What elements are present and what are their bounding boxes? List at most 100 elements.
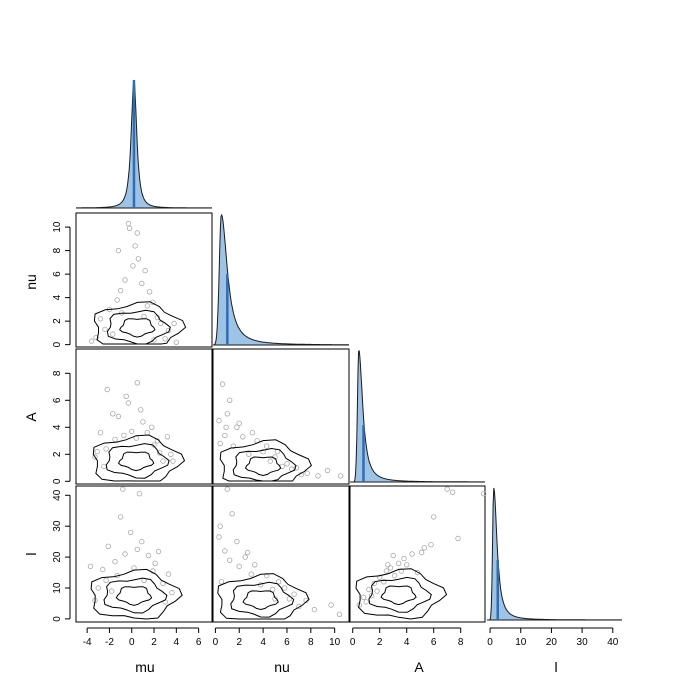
scatter-point [275,579,282,585]
scatter-panel-A-l [349,485,487,623]
scatter-point [229,511,235,517]
x-tick-label: 4 [174,637,180,648]
scatter-point [144,303,150,309]
contour-line [355,568,448,620]
scatter-point [242,554,248,560]
scatter-point [264,443,270,449]
scatter-point [97,430,104,436]
scatter-point [395,560,402,566]
scatter-point [222,432,228,439]
panels-layer [75,79,622,623]
scatter-point [141,313,147,320]
panel-frame-nu-A [212,348,350,485]
scatter-point [230,443,236,449]
scatter-point [252,562,258,568]
x-tick-label: 6 [431,637,437,648]
y-axis-label-A: A [23,412,39,422]
contour-line [105,443,170,479]
scatter-point [381,579,387,585]
scatter-point [139,538,145,545]
density-panel-nu [212,213,349,346]
y-axis-nu: 0 2 4 6 8 10 [52,221,71,347]
y-tick-label: 20 [52,551,63,563]
panel-frame-mu-A [75,348,213,485]
x-tick-label: 2 [151,637,157,648]
scatter-point [431,514,437,520]
scatter-point [122,551,128,557]
scatter-point [304,470,310,476]
scatter-point [218,579,225,585]
scatter-point [173,339,179,345]
y-tick-label: 4 [52,424,63,430]
scatter-point [168,451,174,457]
scatter-point [223,424,229,430]
scatter-point [134,546,140,553]
x-axis-label-A: A [414,659,424,675]
scatter-point [136,491,143,497]
scatter-point [311,606,318,613]
x-tick-label: 40 [607,637,619,648]
scatter-point [137,407,144,413]
x-tick-label: 2 [236,637,242,648]
scatter-point [246,451,252,457]
scatter-point [281,585,288,591]
scatter-point [224,486,230,492]
scatter-point [336,611,343,617]
scatter-point [449,489,456,495]
y-tick-label: 10 [52,221,63,233]
scatter-point [132,243,138,249]
x-tick-label: -2 [105,637,114,648]
scatter-point [390,552,396,559]
scatter-point [93,334,99,341]
contour-line [217,573,310,620]
scatter-point [217,523,223,529]
scatter-point [414,569,421,576]
x-tick-label: -4 [83,637,92,648]
density-fill-A [350,351,485,482]
scatter-point [428,542,434,548]
x-tick-label: 8 [458,637,464,648]
scatter-point [120,486,126,492]
scatter-point [480,491,487,497]
density-curve-l [487,487,622,621]
y-tick-label: 40 [52,489,63,501]
scatter-point [249,430,256,436]
x-tick-label: 20 [546,637,558,648]
scatter-point [126,225,133,231]
scatter-point [121,432,127,439]
scatter-point [234,424,240,430]
contour-line [117,451,155,472]
y-tick-label: 0 [52,616,63,622]
x-axis-l: 0 10 20 30 40 [487,627,619,648]
scatter-panel-nu-l [212,485,350,623]
contour-line [219,439,313,482]
scatter-panel-nu-A [212,348,350,485]
scatter-point [387,565,394,571]
scatter-point [88,338,95,344]
x-tick-label: 8 [308,637,314,648]
contour-line [92,434,186,482]
scatter-point [217,440,223,447]
scatter-point [142,267,148,274]
y-tick-label: 10 [52,582,63,594]
scatter-point [291,591,297,597]
x-tick-label: 30 [577,637,589,648]
scatter-point [222,548,228,554]
scatter-point [236,563,242,570]
scatter-point [248,571,254,577]
x-axis-nu: 0 2 4 6 8 10 [213,627,341,648]
scatter-point [108,588,115,594]
x-tick-label: 6 [284,637,290,648]
scatter-point [110,331,116,337]
contour-line [232,447,297,482]
scatter-point [105,543,111,549]
contour-line [380,585,417,606]
scatter-point [145,552,152,559]
x-axis-label-l: l [554,659,557,675]
scatter-point [170,458,176,464]
y-tick-label: 2 [52,451,63,457]
scatter-point [240,434,246,440]
scatter-point [383,568,390,574]
density-curve-A [350,350,485,483]
scatter-point [140,419,146,425]
